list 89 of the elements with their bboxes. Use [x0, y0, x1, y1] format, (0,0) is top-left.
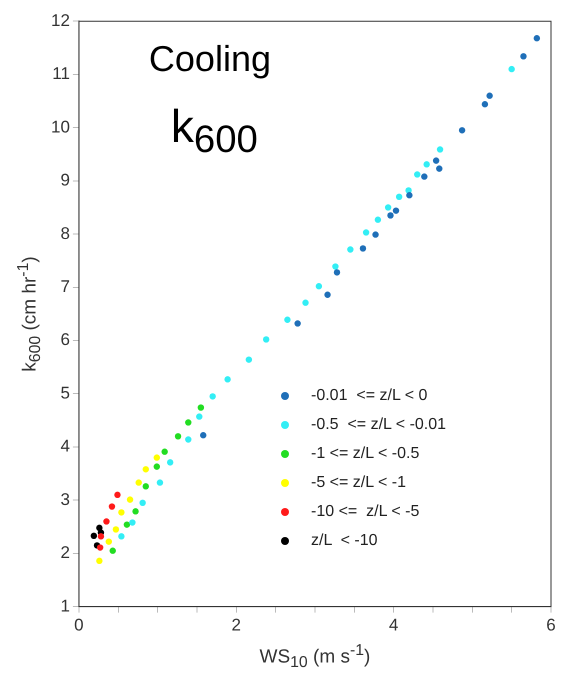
point [432, 157, 440, 164]
point [185, 419, 192, 426]
x-tick-label: 0 [74, 615, 84, 634]
point [421, 173, 428, 180]
point [372, 231, 379, 238]
point [108, 503, 116, 510]
point [161, 448, 168, 455]
point [124, 521, 130, 528]
point [334, 269, 340, 276]
legend-label: -5 <= z/L < -1 [311, 474, 406, 492]
point [414, 171, 420, 178]
point [106, 538, 112, 545]
point [436, 146, 444, 153]
y-tick-label: 2 [60, 543, 70, 562]
point [98, 533, 104, 540]
point [436, 165, 442, 172]
point [129, 519, 136, 526]
point [136, 479, 142, 486]
point [154, 454, 160, 461]
legend-label: -1 <= z/L < -0.5 [311, 445, 420, 464]
legend-label: -0.01 <= z/L < 0 [311, 387, 428, 406]
point [118, 509, 125, 516]
point [246, 356, 252, 363]
point [360, 245, 366, 252]
x-tick-label: 6 [546, 615, 556, 634]
point [166, 459, 174, 466]
legend-label: -10 <= z/L < -5 [311, 503, 420, 522]
point [96, 544, 104, 551]
point [114, 492, 121, 498]
point [396, 194, 402, 200]
point [387, 212, 394, 219]
point [384, 204, 392, 211]
point [196, 413, 202, 420]
point [374, 216, 382, 223]
point [486, 92, 493, 99]
point [154, 463, 160, 470]
point [90, 532, 98, 540]
x-tick-label: 2 [232, 615, 242, 634]
point [406, 192, 413, 198]
point [185, 436, 192, 443]
y-tick-label: 12 [50, 10, 70, 30]
point [458, 127, 466, 134]
point [520, 53, 527, 60]
y-tick-label: 7 [60, 276, 70, 296]
y-tick-label: 6 [60, 330, 70, 350]
legend-label: -0.5 <= z/L < -0.01 [311, 416, 446, 434]
point [174, 433, 182, 440]
x-axis-title: WS$_{10}$ (m s$^{-1}$) [258, 642, 372, 672]
point [198, 404, 204, 411]
point [112, 526, 120, 533]
point [284, 316, 291, 323]
y-tick-label: 3 [60, 490, 70, 509]
point [96, 558, 103, 564]
point [482, 101, 488, 108]
point [392, 207, 400, 214]
point [200, 432, 206, 438]
point [118, 533, 125, 540]
point [142, 466, 149, 472]
point [110, 548, 116, 554]
point [209, 393, 216, 400]
legend-label: z/L < -10 [311, 532, 378, 550]
point [294, 320, 301, 327]
point [262, 336, 270, 343]
point [142, 483, 149, 490]
point [324, 292, 331, 298]
point [316, 283, 322, 290]
point [156, 479, 164, 486]
y-tick-label: 8 [60, 224, 70, 243]
y-tick-label: 9 [60, 170, 70, 190]
point [534, 35, 540, 42]
point [332, 263, 339, 270]
point [508, 66, 515, 72]
point [103, 518, 110, 525]
point [347, 246, 354, 253]
annotation: Cooling [148, 38, 271, 80]
y-tick-label: 1 [60, 596, 70, 616]
point [423, 161, 430, 168]
point [132, 508, 139, 515]
point [302, 300, 309, 306]
point [126, 496, 134, 503]
y-tick-label: 10 [50, 117, 70, 136]
point [224, 376, 231, 383]
y-tick-label: 5 [60, 383, 70, 402]
x-tick-label: 4 [388, 615, 398, 634]
point [139, 500, 146, 506]
y-tick-label: 11 [52, 64, 70, 84]
annotation: k$_{600}$ [170, 100, 258, 162]
point [362, 229, 370, 236]
y-tick-label: 4 [60, 436, 70, 456]
